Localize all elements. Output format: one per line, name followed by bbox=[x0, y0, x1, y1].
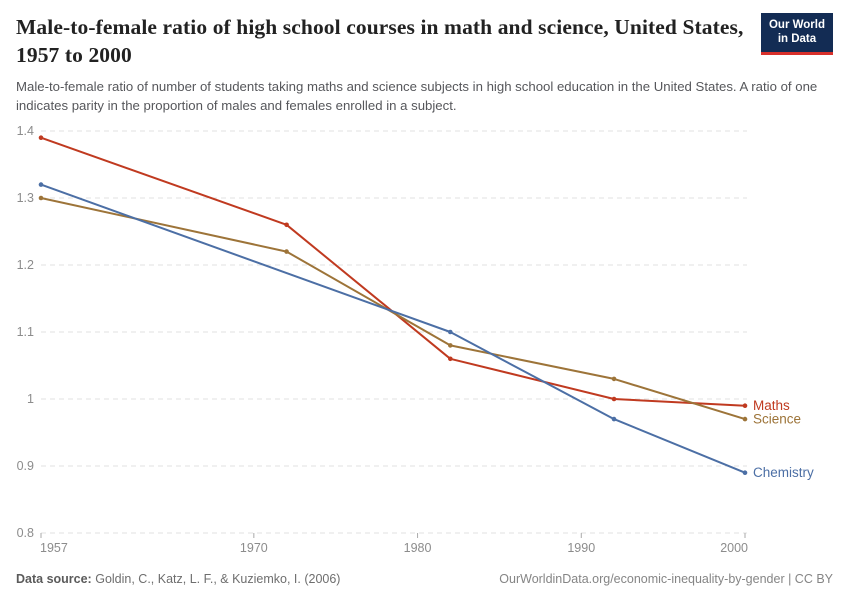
y-tick-label-1.4: 1.4 bbox=[17, 124, 34, 138]
series-line-maths bbox=[40, 137, 746, 408]
series-point-maths-1992 bbox=[611, 397, 617, 402]
data-source-label: Data source: bbox=[16, 572, 92, 586]
series-point-maths-2000 bbox=[742, 403, 748, 409]
y-tick-label-0.8: 0.8 bbox=[17, 526, 34, 540]
chart-footer: Data source: Goldin, C., Katz, L. F., & … bbox=[16, 572, 833, 586]
chart-header: Male-to-female ratio of high school cour… bbox=[0, 0, 850, 115]
y-tick-label-1: 1 bbox=[27, 392, 34, 406]
series-point-maths-1957 bbox=[38, 135, 44, 141]
owid-logo-line2: in Data bbox=[777, 33, 817, 46]
data-source: Data source: Goldin, C., Katz, L. F., & … bbox=[16, 572, 340, 586]
y-tick-label-1.3: 1.3 bbox=[17, 191, 34, 205]
line-chart-canvas: 0.8 0.9 1 1.1 1.2 1.3 1.4 1957 1970 1980 1990 2000 M… bbox=[17, 124, 814, 555]
series-line-science bbox=[40, 197, 746, 421]
series-line-chemistry bbox=[40, 183, 746, 475]
series-point-chemistry-1992 bbox=[611, 417, 617, 422]
series-point-science-1957 bbox=[38, 196, 44, 201]
series-point-chemistry-1957 bbox=[38, 182, 44, 188]
x-tick-label-1990: 1990 bbox=[567, 541, 595, 555]
x-tick-label-1957: 1957 bbox=[40, 541, 68, 555]
series-label-chemistry[interactable]: Chemistry bbox=[753, 466, 814, 481]
series-point-science-1972 bbox=[284, 249, 289, 255]
series-point-maths-1982 bbox=[448, 356, 453, 362]
x-tick-label-1970: 1970 bbox=[240, 541, 268, 555]
chart-subtitle: Male-to-female ratio of number of studen… bbox=[16, 78, 818, 113]
owid-logo[interactable]: Our World in Data bbox=[760, 13, 833, 55]
credit-link[interactable]: OurWorldinData.org/economic-inequality-b… bbox=[499, 572, 833, 586]
data-source-text: Goldin, C., Katz, L. F., & Kuziemko, I. … bbox=[95, 572, 341, 586]
series-label-maths[interactable]: Maths bbox=[753, 399, 790, 414]
chart-area: 0.8 0.9 1 1.1 1.2 1.3 1.4 1957 1970 1980 1990 2000 M… bbox=[0, 119, 850, 572]
series-point-maths-1972 bbox=[284, 222, 289, 228]
y-tick-label-1.2: 1.2 bbox=[17, 258, 34, 272]
y-tick-label-0.9: 0.9 bbox=[17, 459, 34, 473]
chart-title: Male-to-female ratio of high school cour… bbox=[16, 15, 744, 67]
y-tick-label-1.1: 1.1 bbox=[17, 325, 34, 339]
series-point-science-1982 bbox=[448, 343, 453, 349]
series-point-chemistry-2000 bbox=[742, 470, 748, 476]
series-point-science-1992 bbox=[611, 376, 617, 382]
x-tick-label-2000: 2000 bbox=[720, 541, 748, 555]
series-point-science-2000 bbox=[742, 417, 748, 422]
series-label-science[interactable]: Science bbox=[753, 412, 801, 427]
owid-logo-line1: Our World bbox=[768, 19, 825, 31]
x-tick-label-1980: 1980 bbox=[404, 541, 432, 555]
series-point-chemistry-1982 bbox=[448, 330, 453, 335]
